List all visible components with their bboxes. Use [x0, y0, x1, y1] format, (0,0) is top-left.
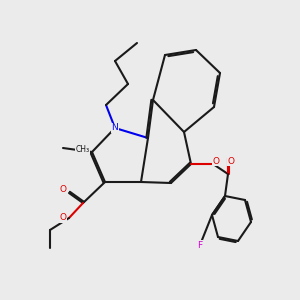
Text: O: O: [227, 157, 235, 166]
Text: CH₃: CH₃: [75, 145, 89, 154]
Text: O: O: [212, 157, 220, 166]
Text: O: O: [59, 214, 67, 223]
Text: F: F: [197, 241, 202, 250]
Text: O: O: [59, 185, 67, 194]
Text: N: N: [112, 124, 118, 133]
